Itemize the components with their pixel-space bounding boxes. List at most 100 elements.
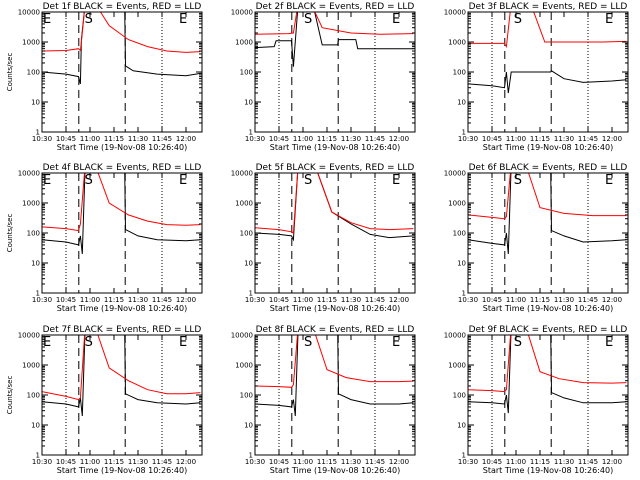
event-marker-s: S: [85, 335, 93, 350]
x-axis-label: Start Time (19-Nov-08 10:26:40): [483, 304, 613, 313]
y-tick-label: 1: [36, 129, 40, 137]
event-marker-s: S: [304, 12, 312, 27]
y-tick-label: 1: [36, 290, 40, 298]
x-axis-label: Start Time (19-Nov-08 10:26:40): [270, 304, 400, 313]
panel-title: Det 8f BLACK = Events, RED = LLD: [256, 325, 415, 335]
x-tick-label: 12:00: [389, 296, 409, 304]
series-group: [468, 173, 627, 255]
x-axis-label: Start Time (19-Nov-08 10:26:40): [57, 304, 187, 313]
x-tick-label: 10:30: [32, 296, 52, 304]
x-tick-label: 11:30: [128, 458, 148, 466]
event-marker-s: S: [304, 173, 312, 188]
event-marker-e: E: [392, 335, 400, 350]
lld-series-line: [468, 173, 627, 220]
x-tick-label: 10:45: [56, 458, 76, 466]
x-tick-label: 11:00: [506, 135, 526, 143]
event-marker-e: E: [43, 335, 51, 350]
x-tick-label: 11:15: [317, 458, 337, 466]
x-axis-label: Start Time (19-Nov-08 10:26:40): [57, 466, 187, 475]
y-tick-label: 100: [27, 69, 40, 77]
y-tick-label: 1000: [22, 362, 40, 370]
x-tick-label: 11:45: [152, 296, 172, 304]
y-tick-label: 10000: [18, 9, 40, 17]
y-tick-label: 100: [240, 69, 253, 77]
events-series-line: [468, 335, 627, 414]
y-tick-label: 1: [462, 129, 466, 137]
y-tick-label: 1000: [448, 362, 466, 370]
x-tick-label: 12:00: [602, 296, 622, 304]
x-axis-label: Start Time (19-Nov-08 10:26:40): [270, 466, 400, 475]
y-tick-label: 10000: [444, 9, 466, 17]
event-marker-s: S: [85, 173, 93, 188]
x-tick-label: 10:45: [482, 135, 502, 143]
x-tick-label: 11:15: [530, 135, 550, 143]
y-tick-label: 10000: [18, 332, 40, 340]
panel-title: Det 2f BLACK = Events, RED = LLD: [256, 2, 415, 12]
panel-title: Det 6f BLACK = Events, RED = LLD: [469, 163, 628, 173]
y-tick-label: 1: [249, 129, 253, 137]
panel-4: Det 4f BLACK = Events, RED = LLD 1 10 100 10…: [6, 163, 203, 313]
x-tick-label: 11:45: [578, 135, 598, 143]
y-tick-label: 10000: [231, 170, 253, 178]
x-tick-label: 12:00: [389, 135, 409, 143]
y-tick-label: 100: [240, 392, 253, 400]
y-tick-label: 10000: [231, 332, 253, 340]
x-tick-label: 10:45: [269, 458, 289, 466]
x-tick-label: 11:15: [104, 135, 124, 143]
x-tick-label: 11:30: [341, 458, 361, 466]
y-tick-label: 10000: [18, 170, 40, 178]
events-series-line: [42, 173, 201, 255]
y-tick-label: 1000: [235, 39, 253, 47]
panel-title: Det 9f BLACK = Events, RED = LLD: [469, 325, 628, 335]
y-tick-label: 10: [244, 422, 253, 430]
y-tick-label: 1000: [235, 200, 253, 208]
x-tick-label: 11:30: [128, 296, 148, 304]
events-series-line: [468, 173, 627, 255]
series-group: [468, 335, 627, 414]
y-tick-label: 100: [240, 230, 253, 238]
event-marker-e: E: [43, 12, 51, 27]
series-group: [255, 12, 414, 67]
lld-series-line: [42, 12, 201, 53]
x-tick-label: 11:00: [293, 458, 313, 466]
x-tick-label: 11:00: [506, 458, 526, 466]
x-tick-label: 10:30: [245, 296, 265, 304]
y-tick-label: 1000: [235, 362, 253, 370]
panel-title: Det 5f BLACK = Events, RED = LLD: [256, 163, 415, 173]
x-tick-label: 12:00: [176, 135, 196, 143]
x-tick-label: 11:00: [293, 135, 313, 143]
x-tick-label: 11:15: [530, 458, 550, 466]
y-tick-label: 1000: [22, 200, 40, 208]
panel-title: Det 4f BLACK = Events, RED = LLD: [43, 163, 202, 173]
x-tick-label: 10:30: [458, 296, 478, 304]
lld-series-line: [42, 173, 201, 232]
panel-title: Det 3f BLACK = Events, RED = LLD: [469, 2, 628, 12]
y-tick-label: 1: [249, 290, 253, 298]
series-group: [42, 335, 201, 417]
y-tick-label: 1000: [448, 200, 466, 208]
x-tick-label: 11:30: [554, 296, 574, 304]
x-tick-label: 11:45: [365, 458, 385, 466]
y-axis-label: Counts/sec: [6, 214, 14, 253]
x-tick-label: 11:45: [152, 135, 172, 143]
series-group: [468, 12, 627, 94]
lld-series-line: [468, 12, 627, 49]
x-tick-label: 12:00: [602, 135, 622, 143]
x-tick-label: 12:00: [389, 458, 409, 466]
lld-series-line: [255, 335, 414, 388]
series-group: [42, 173, 201, 255]
events-series-line: [255, 173, 414, 242]
events-series-line: [255, 335, 414, 417]
event-marker-s: S: [514, 12, 522, 27]
x-tick-label: 11:45: [578, 296, 598, 304]
y-axis-label: Counts/sec: [6, 376, 14, 415]
x-tick-label: 12:00: [176, 458, 196, 466]
panel-5: Det 5f BLACK = Events, RED = LLD 1 10 100 10…: [231, 163, 416, 313]
x-tick-label: 10:45: [482, 296, 502, 304]
x-tick-label: 10:45: [56, 135, 76, 143]
x-tick-label: 11:15: [317, 135, 337, 143]
x-tick-label: 10:30: [32, 135, 52, 143]
y-tick-label: 10000: [444, 332, 466, 340]
lld-series-line: [255, 12, 414, 35]
event-marker-e: E: [605, 173, 613, 188]
